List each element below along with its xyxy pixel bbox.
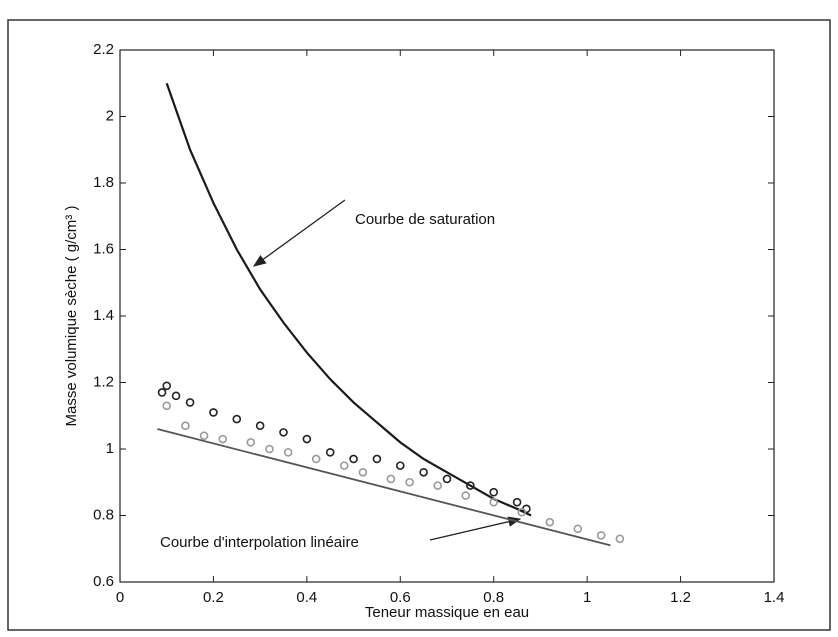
data-point xyxy=(615,534,625,544)
y-tick-label: 1.8 xyxy=(93,174,114,191)
y-tick-label: 1 xyxy=(106,440,114,457)
data-point xyxy=(512,497,522,507)
y-tick-label: 2 xyxy=(106,107,114,124)
y-axis-label: Masse volumique sèche ( g/cm³ ) xyxy=(63,206,80,427)
series-line xyxy=(157,428,611,547)
annotation: Courbe de saturation xyxy=(355,211,495,228)
annotation: Courbe d'interpolation linéaire xyxy=(160,534,359,551)
data-point xyxy=(311,454,321,464)
annotation-arrow xyxy=(429,516,522,541)
data-point xyxy=(157,388,167,397)
data-point xyxy=(246,438,256,447)
y-tick-label: 1.4 xyxy=(93,307,114,324)
data-point xyxy=(395,461,405,470)
data-point xyxy=(232,414,242,424)
y-tick-label: 0.8 xyxy=(93,506,114,523)
data-point xyxy=(171,391,181,401)
y-tick-label: 1.6 xyxy=(93,240,114,257)
data-point xyxy=(489,497,499,507)
data-point xyxy=(433,481,442,490)
data-point xyxy=(461,491,470,500)
data-point xyxy=(466,481,475,490)
data-point xyxy=(162,381,172,391)
x-tick-label: 0 xyxy=(116,589,124,606)
series-line xyxy=(165,82,532,517)
data-point xyxy=(349,454,358,464)
data-point xyxy=(419,467,428,477)
data-point xyxy=(573,524,583,534)
data-point xyxy=(372,454,382,464)
figure-frame xyxy=(7,19,831,631)
data-point xyxy=(209,408,218,417)
data-point xyxy=(386,474,396,484)
data-point xyxy=(442,474,452,484)
x-tick-label: 0.2 xyxy=(203,589,224,606)
x-tick-label: 0.6 xyxy=(390,589,411,606)
data-point xyxy=(339,461,349,470)
data-point xyxy=(255,421,265,431)
x-tick-label: 0.8 xyxy=(483,589,504,606)
x-tick-label: 1.4 xyxy=(764,589,785,606)
y-tick-label: 1.2 xyxy=(93,373,114,390)
data-point xyxy=(265,444,274,454)
data-point xyxy=(185,398,195,407)
data-point xyxy=(199,431,209,441)
data-point xyxy=(358,467,368,477)
data-point xyxy=(181,421,190,431)
data-point xyxy=(517,507,527,517)
x-tick-label: 0.4 xyxy=(296,589,317,606)
data-point xyxy=(279,428,288,437)
y-tick-label: 2.2 xyxy=(93,41,114,58)
annotation-arrow xyxy=(252,199,346,267)
data-point xyxy=(162,401,172,411)
x-tick-label: 1 xyxy=(583,589,591,606)
data-point xyxy=(218,434,228,444)
data-point xyxy=(302,434,312,444)
data-point xyxy=(596,531,606,540)
data-point xyxy=(325,448,335,457)
data-point xyxy=(545,517,555,527)
x-axis-label: Teneur massique en eau xyxy=(365,604,529,621)
x-tick-label: 1.2 xyxy=(670,589,691,606)
data-point xyxy=(405,477,414,487)
y-tick-label: 0.6 xyxy=(93,573,114,590)
data-point xyxy=(283,448,293,457)
data-point xyxy=(489,487,499,497)
